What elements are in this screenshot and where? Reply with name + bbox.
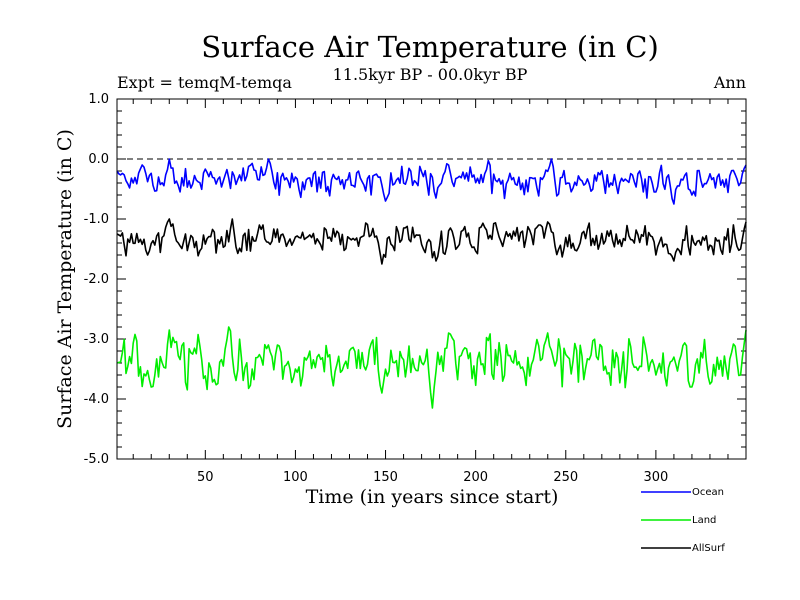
x-tick-label: 300 [643, 470, 668, 485]
chart-title: Surface Air Temperature (in C) [201, 30, 659, 64]
y-tick-label: -3.0 [84, 332, 109, 347]
tick-labels: 1.0 0.0 -1.0 -2.0 -3.0 -4.0 -5.0 50 100 150 200 250… [84, 92, 669, 485]
legend: Ocean Land AllSurf [641, 487, 725, 554]
y-tick-label: -1.0 [84, 212, 109, 227]
chart-subtitle: 11.5kyr BP - 00.0kyr BP [333, 65, 528, 84]
plot-frame [116, 98, 747, 460]
series-line-ocean [116, 158, 747, 205]
series-line-allsurf [116, 218, 747, 265]
y-tick-label: -5.0 [84, 452, 109, 467]
x-tick-label: 200 [463, 470, 488, 485]
series-line-land [116, 326, 747, 409]
x-tick-label: 100 [283, 470, 308, 485]
y-tick-label: -4.0 [84, 392, 109, 407]
y-tick-label: 1.0 [88, 92, 109, 107]
y-axis-label: Surface Air Temperature (in C) [54, 129, 76, 429]
x-tick-label: 50 [197, 470, 214, 485]
legend-label-allsurf: AllSurf [692, 543, 725, 554]
y-tick-label: -2.0 [84, 272, 109, 287]
x-tick-label: 150 [373, 470, 398, 485]
experiment-label: Expt = temqM-temqa [117, 73, 292, 92]
y-tick-label: 0.0 [88, 152, 109, 167]
period-label: Ann [713, 73, 746, 92]
data-series [116, 158, 747, 409]
x-tick-label: 250 [553, 470, 578, 485]
legend-label-land: Land [692, 515, 716, 526]
x-axis-label: Time (in years since start) [306, 486, 559, 508]
legend-label-ocean: Ocean [692, 487, 724, 498]
